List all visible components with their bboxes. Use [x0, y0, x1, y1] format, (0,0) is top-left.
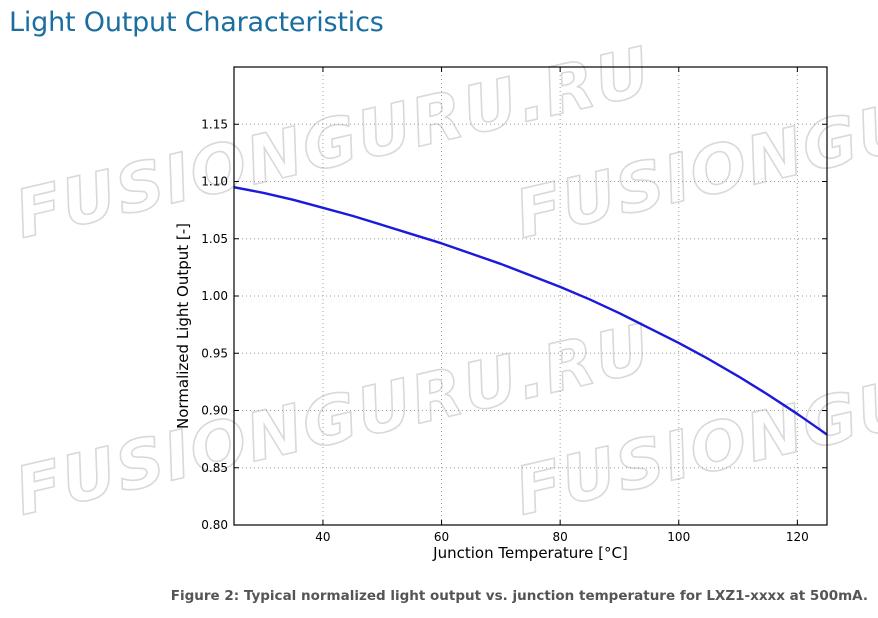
plot-layer	[234, 186, 827, 436]
figure-caption: Figure 2: Typical normalized light outpu…	[170, 588, 868, 604]
y-tick-label: 1.00	[201, 289, 228, 303]
series-line	[234, 186, 827, 436]
y-tick-label: 1.10	[201, 175, 228, 189]
y-tick-label: 1.15	[201, 117, 228, 131]
x-tick-label: 80	[553, 530, 568, 544]
watermark-layer: FUSIONGURU.RU FUSIONGURU.RU FUSIONGURU.R…	[7, 32, 878, 532]
y-tick-label: 0.80	[201, 518, 228, 532]
y-tick-label: 0.85	[201, 461, 228, 475]
x-tick-label: 120	[786, 530, 809, 544]
y-tick-label: 0.90	[201, 404, 228, 418]
x-axis-label: Junction Temperature [°C]	[432, 544, 628, 562]
tick-layer: 40 60 80 100 120 0.80 0.85 0.90 0.95 1.00 1.05 1.10…	[201, 67, 827, 544]
x-tick-label: 60	[434, 530, 449, 544]
x-tick-label: 40	[315, 530, 330, 544]
grid-layer	[234, 67, 827, 526]
y-axis-label: Normalized Light Output [-]	[174, 223, 192, 429]
x-tick-label: 100	[667, 530, 690, 544]
y-tick-label: 0.95	[201, 346, 228, 360]
page-title: Light Output Characteristics	[9, 7, 384, 38]
y-tick-label: 1.05	[201, 232, 228, 246]
